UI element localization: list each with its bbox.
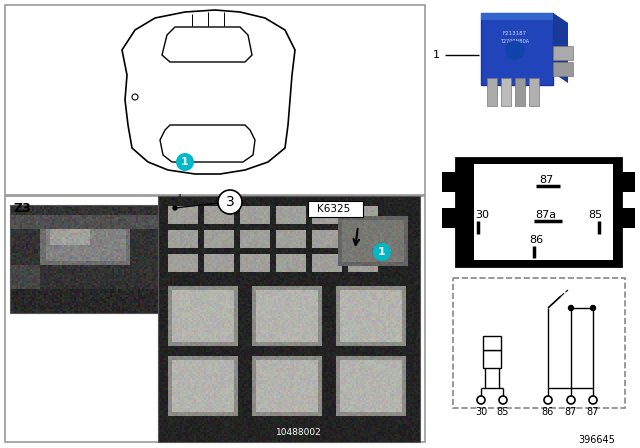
Bar: [515, 78, 525, 106]
Text: T2700NB0A: T2700NB0A: [500, 39, 529, 43]
Bar: [553, 46, 573, 60]
Bar: [442, 172, 458, 192]
Bar: [487, 78, 497, 106]
Circle shape: [499, 396, 507, 404]
Bar: [5, 5, 425, 195]
Text: 1: 1: [378, 247, 386, 257]
Bar: [619, 172, 635, 192]
Text: 87: 87: [565, 407, 577, 417]
Bar: [456, 158, 621, 266]
Text: 87a: 87a: [536, 210, 557, 220]
Text: 3: 3: [226, 195, 234, 209]
Text: 86: 86: [529, 235, 543, 245]
Circle shape: [176, 153, 194, 171]
Bar: [308, 201, 363, 217]
Text: 86: 86: [542, 407, 554, 417]
Bar: [10, 205, 158, 313]
Text: ⬤: ⬤: [504, 40, 526, 60]
Text: 1: 1: [181, 157, 189, 167]
Bar: [553, 62, 573, 76]
Bar: [453, 278, 625, 408]
Bar: [481, 13, 553, 85]
Circle shape: [567, 396, 575, 404]
Circle shape: [218, 190, 242, 214]
Text: 30: 30: [475, 407, 487, 417]
Text: F213187: F213187: [503, 30, 527, 35]
Bar: [619, 208, 635, 228]
Circle shape: [568, 306, 573, 310]
Bar: [474, 164, 613, 260]
Text: 87: 87: [539, 175, 553, 185]
Polygon shape: [553, 13, 568, 83]
Circle shape: [173, 206, 177, 210]
Text: ³: ³: [177, 193, 180, 202]
Bar: [5, 196, 425, 442]
Bar: [158, 196, 420, 442]
Bar: [529, 78, 539, 106]
Text: 30: 30: [475, 210, 489, 220]
Bar: [442, 208, 458, 228]
Circle shape: [477, 396, 485, 404]
Text: 1: 1: [433, 50, 440, 60]
Bar: [501, 78, 511, 106]
Text: 10488002: 10488002: [276, 427, 322, 436]
Bar: [483, 336, 501, 350]
Circle shape: [591, 306, 595, 310]
Bar: [483, 350, 501, 368]
Circle shape: [589, 396, 597, 404]
Text: 85: 85: [497, 407, 509, 417]
Text: Z3: Z3: [14, 202, 32, 215]
Text: 85: 85: [588, 210, 602, 220]
Circle shape: [544, 396, 552, 404]
Text: K6325: K6325: [317, 204, 351, 214]
Circle shape: [132, 94, 138, 100]
Text: 87: 87: [587, 407, 599, 417]
Circle shape: [373, 243, 391, 261]
Polygon shape: [481, 13, 568, 30]
Text: 396645: 396645: [578, 435, 615, 445]
